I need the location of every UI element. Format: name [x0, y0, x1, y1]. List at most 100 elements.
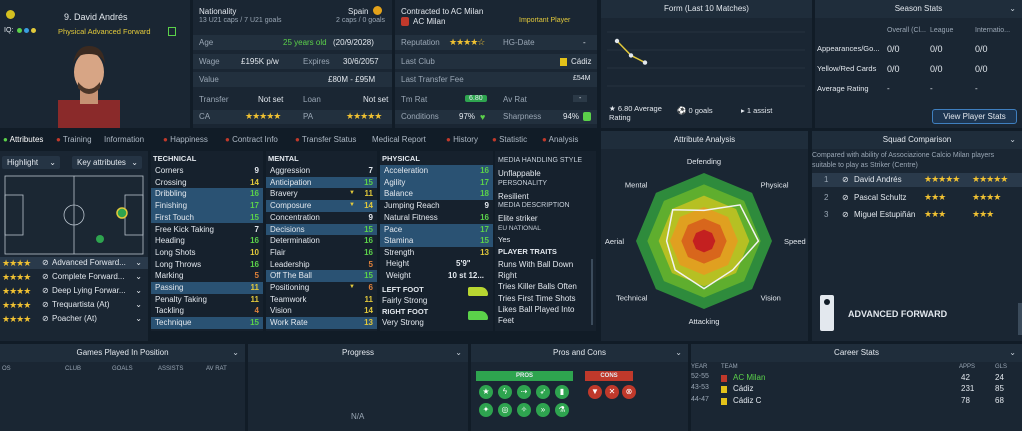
attribute-row: First Touch 15: [151, 211, 263, 224]
run-icon[interactable]: ✦: [479, 403, 493, 417]
wage-value: £195K p/w: [241, 57, 279, 66]
attribute-label: Long Throws: [155, 259, 202, 269]
rating-row: Tm Rat 6.80 Av Rat -: [395, 93, 597, 107]
chevron-down-icon[interactable]: ⌄: [455, 348, 462, 357]
tab-analysis[interactable]: ● Analysis: [542, 135, 579, 144]
attribute-row: Dribbling 16: [151, 188, 263, 200]
goals-count: ⚽ 0 goals: [677, 106, 713, 115]
tab-history[interactable]: ● History: [446, 135, 478, 144]
attribute-row: Decisions 15: [266, 223, 377, 235]
attribute-label: Technique: [155, 318, 192, 328]
pros-cons-header: Pros and Cons ⌄: [471, 344, 688, 362]
iq-dots: [17, 28, 41, 35]
tab-statistic[interactable]: ● Statistic: [492, 135, 528, 144]
career-row[interactable]: 43-53 Cádiz 231 85: [691, 384, 1004, 393]
attribute-analysis-title: Attribute Analysis: [673, 135, 736, 144]
sharpness-value: 94%: [563, 112, 580, 121]
tab-happiness[interactable]: ● Happiness: [163, 135, 208, 144]
role-item[interactable]: ★★★★ ⊘ Trequartista (At) ⌄: [2, 300, 142, 310]
edit-icon[interactable]: [168, 27, 176, 36]
progress-na: N/A: [351, 412, 365, 421]
stamina-icon[interactable]: ▮: [555, 385, 569, 399]
attribute-value: 11: [250, 283, 259, 292]
form-point[interactable]: [628, 53, 634, 58]
role-item[interactable]: ★★★★ ⊘ Poacher (At) ⌄: [2, 314, 142, 324]
star-icon[interactable]: ★: [479, 385, 493, 399]
tab-medical-report[interactable]: Medical Report: [372, 135, 426, 144]
transfer-value[interactable]: Not set: [258, 95, 284, 104]
rating-icon: ★: [609, 104, 618, 113]
last-club-value[interactable]: Cádiz: [571, 57, 592, 66]
career-row[interactable]: 52-55 AC Milan 42 24: [691, 373, 1004, 382]
tackle-icon[interactable]: ✕: [605, 385, 619, 399]
technical-column: TECHNICAL Corners 9 Crossing 14 Dribbling 16 F…: [151, 151, 263, 331]
chevron-down-icon[interactable]: ⌄: [232, 348, 239, 357]
pass-icon[interactable]: ⇢: [517, 385, 531, 399]
chevron-down-icon[interactable]: ⌄: [1009, 4, 1016, 13]
reputation-stars: ★★★★☆: [449, 37, 485, 47]
tab-transfer-status[interactable]: ● Transfer Status: [295, 135, 357, 144]
last-club-label: Last Club: [401, 57, 435, 66]
season-row-label: Average Rating: [817, 84, 869, 93]
speed-icon[interactable]: »: [536, 403, 550, 417]
key-attributes-dropdown[interactable]: Key attributes ⌄: [72, 156, 142, 169]
value-value: £80M - £95M: [328, 75, 376, 84]
shot-icon[interactable]: ➶: [536, 385, 550, 399]
loan-value[interactable]: Not set: [363, 95, 389, 104]
player-card: 9. David Andrés IQ: Physical Advanced Fo…: [0, 0, 190, 128]
attribute-value: 11: [250, 294, 259, 304]
squad-row[interactable]: 3 ⊘ Miguel Estupiñán ★★★ ★★★: [824, 209, 994, 219]
defend-icon[interactable]: ▼: [588, 385, 602, 399]
role-item[interactable]: ★★★★ ⊘ Advanced Forward... ⌄: [0, 257, 148, 269]
chevron-down-icon[interactable]: ⌄: [675, 348, 682, 357]
vertical-scrollbar[interactable]: [1018, 303, 1022, 335]
lightning-icon[interactable]: ϟ: [498, 385, 512, 399]
flair-icon[interactable]: ✧: [517, 403, 531, 417]
career-row[interactable]: 44-47 Cádiz C 78 68: [691, 396, 1004, 405]
form-point[interactable]: [642, 60, 648, 65]
attribute-label: Penalty Taking: [155, 294, 207, 304]
attribute-row: Passing 11: [151, 282, 263, 294]
season-cell: 0/0: [975, 64, 988, 74]
target-icon[interactable]: ◎: [498, 403, 512, 417]
traits-scrollbar[interactable]: [591, 259, 593, 325]
squad-row[interactable]: 2 ⊘ Pascal Schultz ★★★ ★★★★: [824, 192, 1001, 202]
tab-training[interactable]: ● Training: [56, 135, 92, 144]
season-col-2: Internatio...: [975, 27, 1011, 34]
games-col: OS: [2, 366, 11, 372]
attribute-row: Positioning 6 ▼: [266, 282, 377, 294]
highlight-dropdown[interactable]: Highlight ⌄: [2, 156, 60, 169]
fitness-icon[interactable]: ⚗: [555, 403, 569, 417]
attribute-label: Off The Ball: [270, 271, 312, 281]
tab-contract-info[interactable]: ● Contract Info: [225, 135, 278, 144]
role-list: ★★★★ ⊘ Advanced Forward... ⌄ ★★★★ ⊘ Complete …: [0, 257, 148, 337]
chevron-down-icon[interactable]: ⌄: [1009, 135, 1016, 144]
iq-label: IQ:: [4, 27, 14, 34]
attribute-label: Passing: [155, 283, 184, 292]
games-header: Games Played In Position ⌄: [0, 344, 245, 362]
tm-rat-label: Tm Rat: [401, 95, 428, 104]
role-item[interactable]: ★★★★ ⊘ Deep Lying Forwar... ⌄: [2, 286, 142, 296]
attribute-label: Anticipation: [270, 177, 312, 187]
tab-attributes[interactable]: ● Attributes: [3, 135, 44, 144]
attribute-value: 16: [364, 236, 373, 246]
attribute-value: 14: [250, 177, 259, 187]
attribute-row: Anticipation 15: [266, 176, 377, 189]
mark-icon[interactable]: ⊗: [622, 385, 636, 399]
mental-title: MENTAL: [268, 154, 299, 163]
radar-player-shape: [665, 204, 760, 290]
chevron-down-icon[interactable]: ⌄: [1009, 348, 1016, 357]
attribute-row: Marking 5: [151, 270, 263, 282]
season-col-0: Overall (Cl...: [887, 27, 926, 34]
club-name[interactable]: AC Milan: [413, 17, 446, 26]
attribute-label: Determination: [270, 236, 320, 246]
attribute-label: Decisions: [270, 224, 305, 234]
av-rat-value: -: [573, 95, 588, 102]
season-row-label: Appearances/Go...: [817, 44, 880, 53]
form-point[interactable]: [614, 38, 620, 44]
role-item[interactable]: ★★★★ ⊘ Complete Forward... ⌄: [2, 272, 142, 282]
view-player-stats-button[interactable]: View Player Stats: [932, 109, 1017, 124]
tab-information[interactable]: Information: [104, 135, 145, 144]
attribute-value: 6: [368, 283, 373, 292]
squad-row[interactable]: 1 ⊘ David Andrés ★★★★★ ★★★★★: [812, 173, 1022, 187]
